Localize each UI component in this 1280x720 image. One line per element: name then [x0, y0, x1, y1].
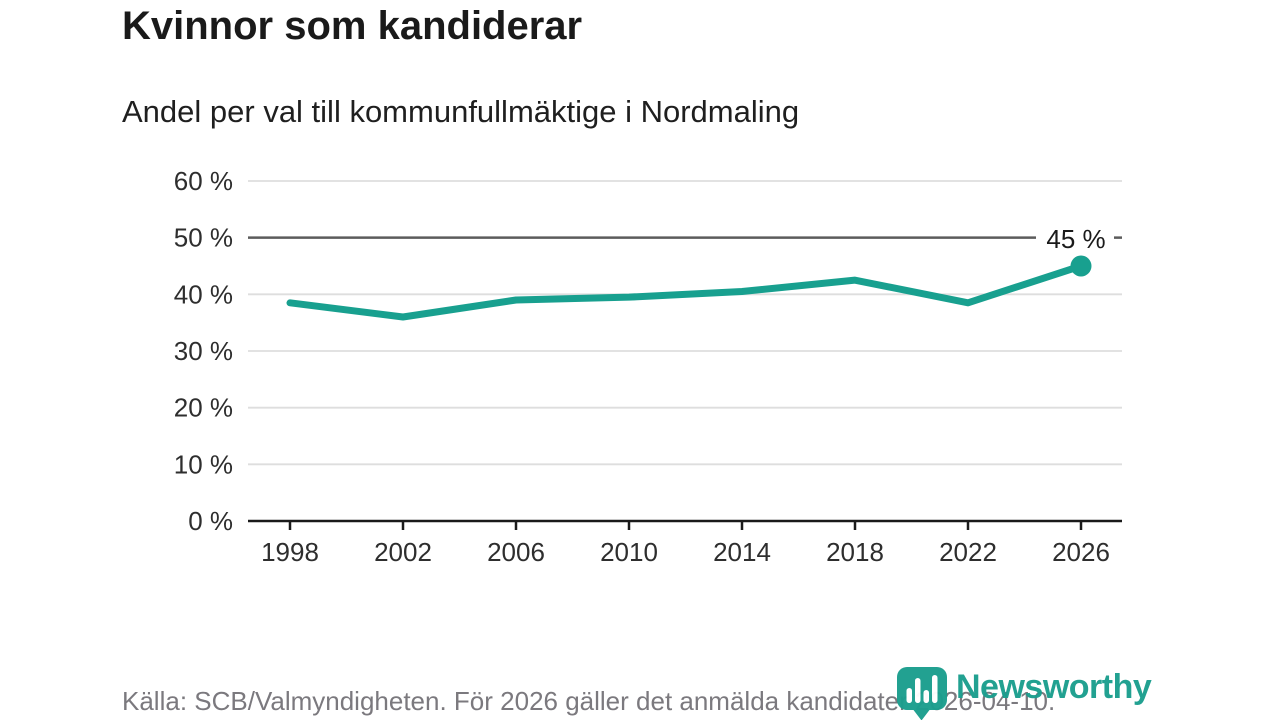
y-axis-tick-label: 0 %: [188, 506, 233, 536]
x-axis-tick-label: 1998: [261, 537, 319, 567]
chart-subtitle: Andel per val till kommunfullmäktige i N…: [122, 94, 800, 129]
y-axis-tick-label: 60 %: [174, 166, 233, 196]
x-axis-tick-label: 2002: [374, 537, 432, 567]
y-axis-tick-label: 40 %: [174, 279, 233, 309]
data-line: [286, 262, 1085, 321]
line-chart: 0 % 10 % 20 % 30 % 40 % 50 % 60 % 1998 2002 2006 2…: [174, 166, 1122, 567]
y-axis-tick-label: 10 %: [174, 449, 233, 479]
x-axis-tick-label: 2026: [1052, 537, 1110, 567]
x-axis-tick-label: 2010: [600, 537, 658, 567]
page-title: Kvinnor som kandiderar: [122, 4, 583, 48]
end-value-label: 45 %: [1046, 224, 1105, 254]
y-axis-tick-label: 30 %: [174, 336, 233, 366]
end-label-background: [1036, 224, 1114, 255]
y-axis-tick-label: 50 %: [174, 223, 233, 253]
newsworthy-logo[interactable]: Newsworthy: [896, 666, 1152, 720]
x-axis-tick-label: 2022: [939, 537, 997, 567]
x-axis-tick-label: 2014: [713, 537, 771, 567]
y-axis-tick-label: 20 %: [174, 393, 233, 423]
data-point-last: [1070, 255, 1092, 277]
newsworthy-pin-icon: [897, 667, 947, 720]
x-axis-tick-label: 2006: [487, 537, 545, 567]
x-axis-tick-label: 2018: [826, 537, 884, 567]
newsworthy-wordmark: Newsworthy: [956, 668, 1152, 706]
